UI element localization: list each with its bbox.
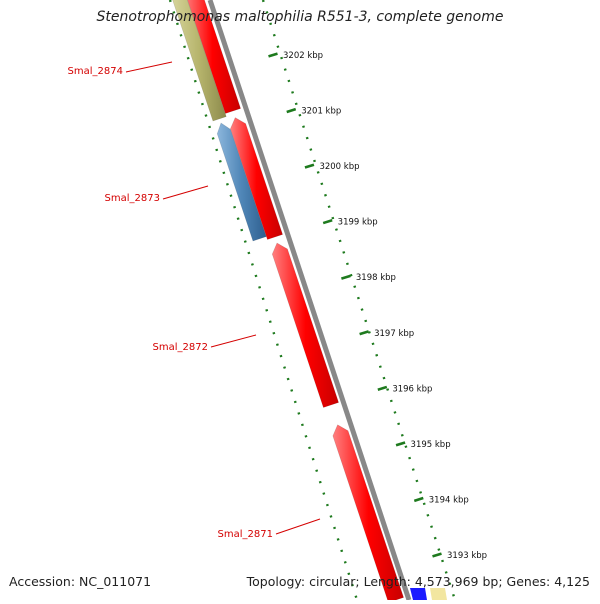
gene-labels: Smal_2874 Smal_2873 Smal_2872 Smal_2871 <box>68 61 321 540</box>
gene-block-blue-edge <box>410 588 427 600</box>
map-title: Stenotrophomonas maltophilia R551-3, com… <box>96 9 504 25</box>
scale-tick-mark <box>359 330 369 336</box>
gene-label-smal-2871: Smal_2871 <box>218 529 273 540</box>
scale-tick-mark <box>432 552 442 558</box>
gene-block-smal-2873[interactable] <box>216 122 267 242</box>
scale-tick-label: 3199 kbp <box>338 218 378 228</box>
scale-tick-label: 3193 kbp <box>447 551 487 561</box>
scale-tick-label: 3196 kbp <box>392 384 432 394</box>
scale-tick-label: 3194 kbp <box>429 495 469 505</box>
scale-tick-label: 3195 kbp <box>411 440 451 450</box>
inner-dot-track <box>168 0 359 601</box>
scale-ticks: 3202 kbp 3201 kbp 3200 kbp 3199 kbp 3198 kbp… <box>268 51 487 561</box>
scale-tick-mark <box>304 163 315 169</box>
gene-label-leader <box>275 518 321 535</box>
scale-tick-label: 3198 kbp <box>356 273 396 283</box>
gene-label-smal-2873: Smal_2873 <box>105 193 160 204</box>
scale-tick-label: 3201 kbp <box>301 107 341 117</box>
scale-tick-mark <box>413 496 424 503</box>
scale-tick-mark <box>395 441 406 447</box>
gene-label-smal-2872: Smal_2872 <box>153 342 208 353</box>
scale-tick-mark <box>322 219 333 225</box>
gene-label-smal-2874: Smal_2874 <box>68 66 123 77</box>
scale-tick-mark <box>377 385 388 391</box>
gene-label-leader <box>210 334 257 348</box>
feature-lanes <box>172 0 447 603</box>
scale-tick-label: 3202 kbp <box>283 51 323 61</box>
scale-tick-mark <box>286 107 297 114</box>
gene-label-leader <box>125 61 173 73</box>
gene-label-leader <box>162 185 209 200</box>
accession-text: Accession: NC_011071 <box>9 574 152 589</box>
scale-tick-mark <box>268 52 278 58</box>
scale-tick-label: 3200 kbp <box>319 162 359 172</box>
cds-block-smal-2873[interactable] <box>230 117 283 240</box>
scale-tick-mark <box>341 274 351 280</box>
gene-block-pale-edge <box>430 588 447 600</box>
scale-tick-label: 3197 kbp <box>374 329 414 339</box>
topology-summary-text: Topology: circular; Length: 4,573,969 bp… <box>246 574 590 589</box>
cds-block-smal-2874[interactable] <box>184 0 241 114</box>
genome-backbone <box>207 0 412 601</box>
gene-block-smal-2874[interactable] <box>172 0 227 122</box>
cds-block-smal-2872[interactable] <box>271 242 339 408</box>
